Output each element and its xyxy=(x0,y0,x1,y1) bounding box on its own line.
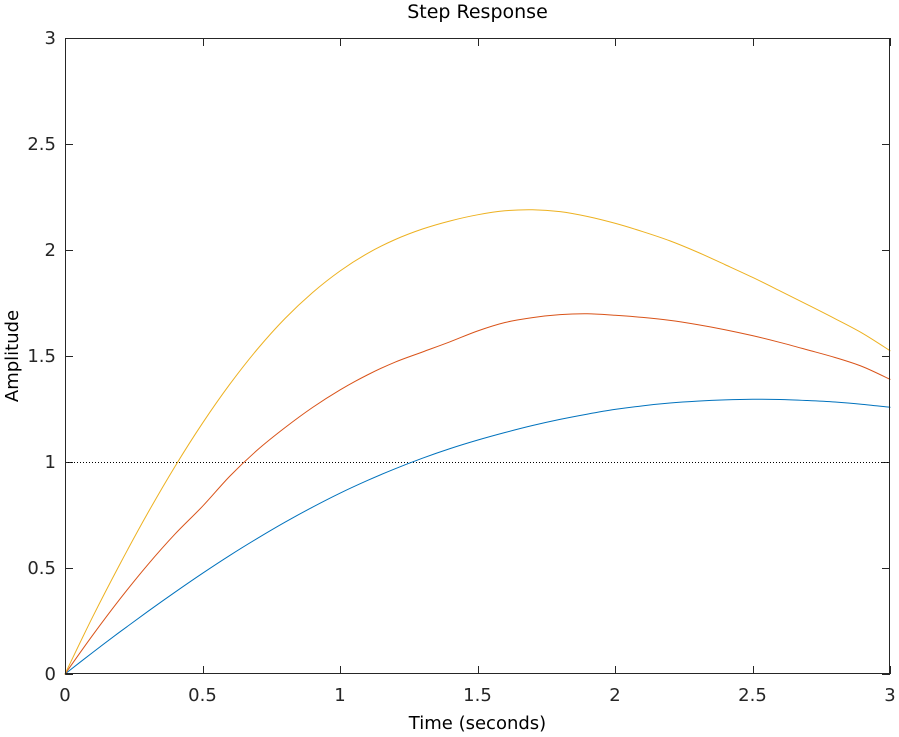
chart-title: Step Response xyxy=(407,1,548,23)
series-lines xyxy=(64,209,891,675)
y-tick-label: 2 xyxy=(45,240,56,261)
series-line-3 xyxy=(64,209,891,675)
x-tick-label: 2 xyxy=(609,685,620,706)
series-line-1 xyxy=(64,398,891,675)
x-tick-label: 1 xyxy=(334,685,345,706)
y-tick-label: 1.5 xyxy=(27,346,56,367)
y-tick-label: 0 xyxy=(45,664,56,685)
tick-marks xyxy=(65,38,891,675)
y-tick-label: 3 xyxy=(45,28,56,49)
x-tick-label: 1.5 xyxy=(463,685,492,706)
y-axis-title: Amplitude xyxy=(2,310,23,402)
x-tick-label: 0.5 xyxy=(188,685,217,706)
series-line-2 xyxy=(64,313,891,675)
x-tick-label: 0 xyxy=(59,685,70,706)
y-tick-label: 0.5 xyxy=(27,558,56,579)
tick-labels: 0 0.5 1 1.5 2 2.5 3 0 0.5 1 1.5 2 2.5 3 xyxy=(27,28,895,706)
plot-frame xyxy=(65,38,890,674)
x-axis-title: Time (seconds) xyxy=(408,713,546,734)
plot-area xyxy=(65,38,890,674)
y-tick-label: 1 xyxy=(45,452,56,473)
y-tick-label: 2.5 xyxy=(27,134,56,155)
x-tick-label: 2.5 xyxy=(738,685,767,706)
x-tick-label: 3 xyxy=(884,685,895,706)
